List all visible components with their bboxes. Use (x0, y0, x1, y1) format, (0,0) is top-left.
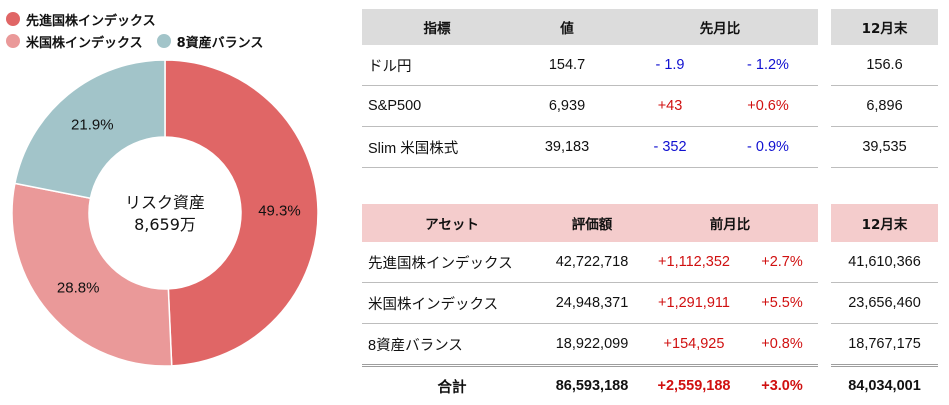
legend-swatch (6, 12, 20, 26)
chart-legend: 先進国株インデックス 米国株インデックス 8資産バランス (6, 8, 277, 52)
asset-name: 米国株インデックス (362, 283, 542, 324)
header-value: 値 (512, 9, 622, 45)
market-value: 154.7 (512, 45, 622, 86)
asset-total-row: 合計 86,593,188 +2,559,188 +3.0% (362, 366, 818, 405)
asset-december-row: 23,656,460 (831, 283, 938, 324)
asset-row: 米国株インデックス 24,948,371 +1,291,911 +5.5% (362, 283, 818, 324)
asset-header-row: アセット 評価額 前月比 (362, 204, 818, 242)
donut-slice-label: 49.3% (258, 202, 301, 219)
market-december-header-row: 12月末 (831, 9, 938, 45)
market-value: 6,939 (512, 86, 622, 127)
market-row: ドル円 154.7 - 1.9 - 1.2% (362, 45, 818, 86)
market-december-row: 156.6 (831, 45, 938, 86)
header-indicator: 指標 (362, 9, 512, 45)
asset-december-row: 18,767,175 (831, 324, 938, 366)
donut-slice-label: 21.9% (71, 117, 114, 134)
asset-december-row: 41,610,366 (831, 242, 938, 283)
legend-row: 米国株インデックス 8資産バランス (6, 30, 277, 52)
asset-total-value: 86,593,188 (542, 366, 642, 405)
donut-chart: 49.3% 28.8% 21.9% リスク資産 8,659万 (0, 50, 340, 395)
market-row: S&P500 6,939 +43 +0.6% (362, 86, 818, 127)
legend-label: 先進国株インデックス (26, 10, 156, 29)
market-december-row: 39,535 (831, 127, 938, 168)
market-pct: - 0.9% (718, 127, 818, 168)
market-name: Slim 米国株式 (362, 127, 512, 168)
asset-name: 8資産バランス (362, 324, 542, 366)
asset-value: 18,922,099 (542, 324, 642, 366)
asset-total-name: 合計 (362, 366, 542, 405)
asset-diff: +1,112,352 (642, 242, 746, 283)
header-valuation: 評価額 (542, 204, 642, 242)
asset-december-value: 41,610,366 (831, 242, 938, 283)
donut-center-value: 8,659万 (134, 215, 196, 234)
asset-december-header-row: 12月末 (831, 204, 938, 242)
asset-value: 24,948,371 (542, 283, 642, 324)
legend-label: 米国株インデックス (26, 32, 143, 51)
header-december: 12月末 (831, 9, 938, 45)
market-header-row: 指標 値 先月比 (362, 9, 818, 45)
market-table: 指標 値 先月比 ドル円 154.7 - 1.9 - 1.2% S&P500 6… (362, 9, 818, 168)
asset-december-table: 12月末 41,610,366 23,656,460 18,767,175 84… (831, 204, 938, 405)
legend-label: 8資産バランス (177, 32, 264, 51)
asset-row: 先進国株インデックス 42,722,718 +1,112,352 +2.7% (362, 242, 818, 283)
legend-item-us: 米国株インデックス (6, 32, 143, 51)
header-prev-month: 前月比 (642, 204, 818, 242)
market-december-value: 39,535 (831, 127, 938, 168)
asset-december-total-row: 84,034,001 (831, 366, 938, 405)
asset-diff: +1,291,911 (642, 283, 746, 324)
header-change: 先月比 (622, 9, 818, 45)
asset-row: 8資産バランス 18,922,099 +154,925 +0.8% (362, 324, 818, 366)
market-diff: - 1.9 (622, 45, 718, 86)
asset-value: 42,722,718 (542, 242, 642, 283)
legend-item-developed: 先進国株インデックス (6, 10, 156, 29)
market-december-value: 6,896 (831, 86, 938, 127)
legend-item-balance: 8資産バランス (157, 32, 264, 51)
asset-total-pct: +3.0% (746, 366, 818, 405)
market-row: Slim 米国株式 39,183 - 352 - 0.9% (362, 127, 818, 168)
market-value: 39,183 (512, 127, 622, 168)
header-asset: アセット (362, 204, 542, 242)
asset-december-total: 84,034,001 (831, 366, 938, 405)
donut-slice-label: 28.8% (57, 280, 100, 297)
market-diff: +43 (622, 86, 718, 127)
market-name: S&P500 (362, 86, 512, 127)
asset-december-value: 23,656,460 (831, 283, 938, 324)
market-diff: - 352 (622, 127, 718, 168)
asset-pct: +2.7% (746, 242, 818, 283)
asset-pct: +5.5% (746, 283, 818, 324)
legend-swatch (6, 34, 20, 48)
legend-row: 先進国株インデックス (6, 8, 277, 30)
asset-december-value: 18,767,175 (831, 324, 938, 366)
header-asset-december: 12月末 (831, 204, 938, 242)
asset-diff: +154,925 (642, 324, 746, 366)
asset-name: 先進国株インデックス (362, 242, 542, 283)
market-december-row: 6,896 (831, 86, 938, 127)
market-december-value: 156.6 (831, 45, 938, 86)
market-pct: - 1.2% (718, 45, 818, 86)
market-name: ドル円 (362, 45, 512, 86)
asset-total-diff: +2,559,188 (642, 366, 746, 405)
market-pct: +0.6% (718, 86, 818, 127)
donut-center-title: リスク資産 (125, 193, 205, 212)
legend-swatch (157, 34, 171, 48)
asset-pct: +0.8% (746, 324, 818, 366)
market-december-table: 12月末 156.6 6,896 39,535 (831, 9, 938, 168)
asset-table: アセット 評価額 前月比 先進国株インデックス 42,722,718 +1,11… (362, 204, 818, 405)
